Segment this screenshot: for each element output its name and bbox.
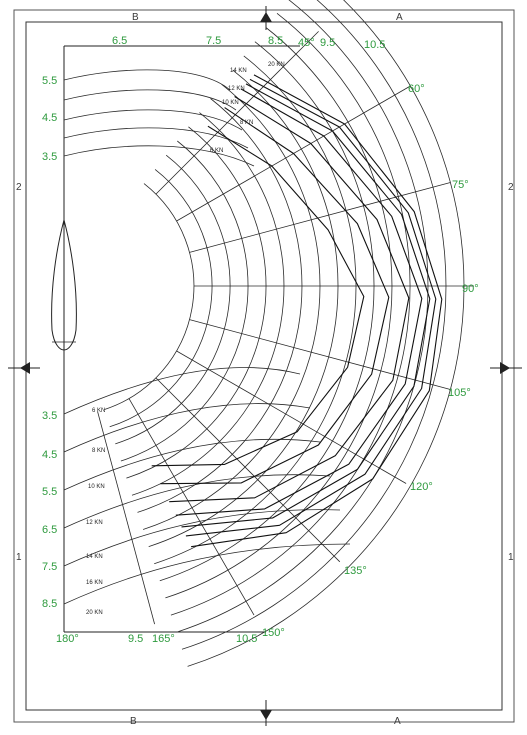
grid-arc xyxy=(159,41,375,582)
radial-line xyxy=(128,398,255,616)
angle-label-120: 120° xyxy=(410,481,433,493)
frame-letter-bottom-left: B xyxy=(130,716,137,727)
angle-label-165: 165° xyxy=(152,633,175,645)
angle-label-45: 45° xyxy=(298,37,315,49)
left-upper-speed-label: 5.5 xyxy=(42,75,57,87)
radial-line xyxy=(97,411,155,625)
grid-arc xyxy=(104,183,195,410)
top-speed-label: 6.5 xyxy=(112,35,127,47)
wind-label: 14 KN xyxy=(230,68,247,74)
top-speed-label: 10.5 xyxy=(364,39,385,51)
upper-speed-curve xyxy=(63,145,255,167)
angle-label-150: 150° xyxy=(262,627,285,639)
grid-arc xyxy=(120,140,249,462)
upper-speed-curves xyxy=(63,69,255,167)
bottom-speed-label: 9.5 xyxy=(128,633,143,645)
angle-radial-lines xyxy=(97,31,474,625)
outer-border xyxy=(13,9,515,723)
left-lower-speed-label: 5.5 xyxy=(42,486,57,498)
angle-label-75: 75° xyxy=(452,179,469,191)
wind-label: 20 KN xyxy=(268,62,285,68)
left-lower-speed-label: 3.5 xyxy=(42,410,57,422)
lower-speed-curve xyxy=(63,367,301,415)
grid-arc xyxy=(115,154,231,445)
polar-curve xyxy=(169,96,410,503)
boat-hull-outline xyxy=(51,218,77,351)
grid-arc xyxy=(109,169,213,428)
polar-curve xyxy=(191,74,443,548)
wind-label: 10 KN xyxy=(222,100,239,106)
bottom-speed-label: 10.5 xyxy=(236,633,257,645)
frame-letter-bottom-right: A xyxy=(394,716,401,727)
radial-line xyxy=(189,182,451,253)
center-mark-bottom xyxy=(260,700,272,726)
wind-label: 8 KN xyxy=(240,120,253,126)
left-lower-speed-label: 4.5 xyxy=(42,449,57,461)
angle-label-90: 90° xyxy=(462,283,479,295)
angle-label-60: 60° xyxy=(408,83,425,95)
grid-arc xyxy=(176,0,429,633)
radial-line xyxy=(155,377,341,563)
polar-curve xyxy=(160,107,390,485)
wind-label: 6 KN xyxy=(210,148,223,154)
grid-arc xyxy=(187,0,465,667)
angle-label-180: 180° xyxy=(56,633,79,645)
grid-arc xyxy=(170,12,411,616)
grid-arc xyxy=(181,0,447,650)
upper-speed-curve xyxy=(63,69,231,91)
frame-number-right-1: 1 xyxy=(508,552,514,563)
wind-speed-polar-curves xyxy=(151,74,443,548)
lower-speed-curve xyxy=(63,509,341,567)
radial-line xyxy=(176,350,407,484)
polar-curve xyxy=(151,125,365,467)
lower-speed-curve xyxy=(63,543,351,605)
wind-label: 12 KN xyxy=(228,86,245,92)
grid-arc xyxy=(126,126,267,479)
wind-label: 14 KN xyxy=(86,554,103,560)
top-speed-label: 8.5 xyxy=(268,35,283,47)
upper-speed-curve xyxy=(63,89,237,111)
center-mark-right xyxy=(490,362,522,374)
angle-label-135: 135° xyxy=(344,565,367,577)
polar-curve xyxy=(185,78,437,537)
grid-arc xyxy=(165,27,393,599)
radial-line xyxy=(155,31,319,195)
lower-speed-curve xyxy=(63,474,331,529)
upper-speed-curve xyxy=(63,109,243,131)
grid-arc xyxy=(137,98,303,513)
frame-number-left-2: 2 xyxy=(16,182,22,193)
left-lower-speed-label: 8.5 xyxy=(42,598,57,610)
top-speed-label: 7.5 xyxy=(206,35,221,47)
wind-label: 16 KN xyxy=(86,580,103,586)
wind-label: 10 KN xyxy=(88,484,105,490)
top-speed-label: 9.5 xyxy=(320,37,335,49)
polar-curve xyxy=(175,88,423,516)
wind-label: 6 KN xyxy=(92,408,105,414)
left-upper-speed-label: 3.5 xyxy=(42,151,57,163)
center-mark-top xyxy=(260,6,272,30)
angle-label-105: 105° xyxy=(448,387,471,399)
wind-label: 8 KN xyxy=(92,448,105,454)
lower-speed-curve xyxy=(63,438,321,491)
left-lower-speed-label: 7.5 xyxy=(42,561,57,573)
grid-arc xyxy=(154,55,357,565)
frame-number-right-2: 2 xyxy=(508,182,514,193)
frame-number-left-1: 1 xyxy=(16,552,22,563)
center-mark-left xyxy=(8,362,40,374)
wind-label: 12 KN xyxy=(86,520,103,526)
grid-arc xyxy=(148,69,339,547)
polar-curve xyxy=(181,83,431,528)
grid-arc xyxy=(131,112,285,496)
lower-speed-curve xyxy=(63,403,311,453)
frame-letter-top-left: B xyxy=(132,12,139,23)
wind-label: 20 KN xyxy=(86,610,103,616)
frame-letter-top-right: A xyxy=(396,12,403,23)
speed-grid-arcs xyxy=(104,0,465,667)
left-upper-speed-label: 4.5 xyxy=(42,112,57,124)
grid-arc xyxy=(142,83,321,530)
left-lower-speed-label: 6.5 xyxy=(42,524,57,536)
